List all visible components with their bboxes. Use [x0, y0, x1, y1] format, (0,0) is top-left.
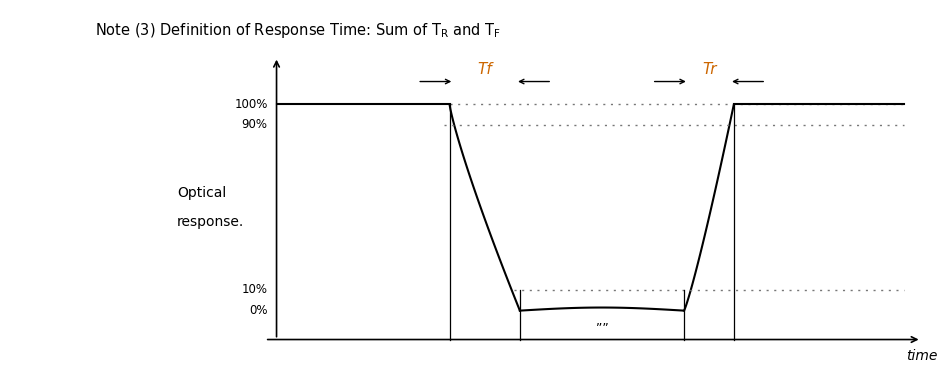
Text: Tf: Tf [477, 62, 492, 77]
Text: Tr: Tr [702, 62, 716, 77]
Text: Optical: Optical [177, 186, 226, 200]
Text: 100%: 100% [235, 98, 268, 111]
Text: 90%: 90% [241, 118, 268, 131]
Text: Note (3) Definition of Response Time: Sum of T$_\mathregular{R}$ and T$_\mathreg: Note (3) Definition of Response Time: Su… [95, 21, 502, 40]
Text: „„: „„ [596, 315, 608, 328]
Text: 0%: 0% [249, 304, 268, 317]
Text: 10%: 10% [241, 284, 268, 296]
Text: time: time [905, 349, 938, 363]
Text: response.: response. [177, 215, 244, 229]
